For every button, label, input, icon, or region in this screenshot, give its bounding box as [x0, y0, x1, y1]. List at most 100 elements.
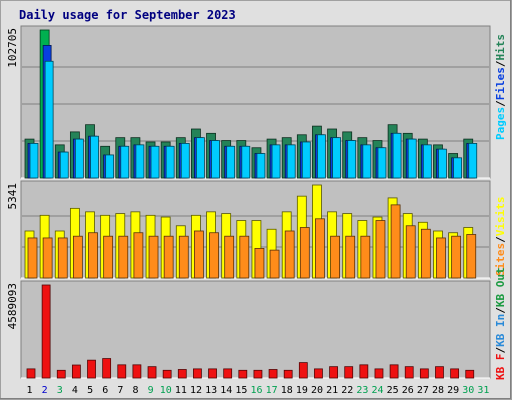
- day-label-17: 17: [266, 385, 278, 396]
- bar-kb-f-day-26: [404, 366, 414, 379]
- bar-sites-day-27: [420, 228, 431, 279]
- bar-sites-day-25: [390, 204, 401, 279]
- bar-kb-f-day-24: [374, 368, 384, 379]
- bar-sites-day-29: [451, 235, 462, 279]
- day-label-21: 21: [326, 385, 338, 396]
- bar-sites-day-15: [239, 235, 250, 279]
- day-label-16: 16: [250, 385, 262, 396]
- bar-sites-day-5: [88, 232, 98, 279]
- bar-kb-f-day-12: [193, 368, 202, 379]
- bar-kb-f-day-7: [117, 364, 127, 379]
- day-label-12: 12: [190, 385, 202, 396]
- bar-kb-f-day-22: [344, 366, 354, 379]
- bar-pages-day-29: [453, 157, 463, 179]
- y-max-label-2: 4589093: [6, 283, 19, 329]
- bar-pages-day-9: [150, 145, 160, 179]
- bar-pages-day-25: [392, 132, 402, 179]
- bar-kb-f-day-28: [435, 366, 444, 379]
- chart-title: Daily usage for September 2023: [19, 8, 236, 22]
- bar-kb-f-day-20: [314, 368, 323, 379]
- bar-sites-day-22: [345, 235, 356, 279]
- bar-kb-f-day-10: [162, 369, 172, 379]
- y-max-label-1: 5341: [6, 183, 19, 210]
- bar-pages-day-3: [59, 151, 69, 179]
- bar-sites-day-30: [466, 234, 477, 279]
- bar-pages-day-19: [301, 141, 311, 179]
- day-label-27: 27: [417, 385, 429, 396]
- bar-kb-f-day-15: [238, 369, 248, 379]
- y-max-label-0: 102705: [6, 28, 19, 68]
- bar-pages-day-13: [211, 140, 220, 179]
- bar-pages-day-12: [196, 137, 205, 179]
- bar-sites-day-3: [57, 237, 68, 279]
- day-label-31: 31: [477, 385, 489, 396]
- bar-pages-day-27: [422, 144, 432, 179]
- plot-area-2: [20, 280, 491, 379]
- day-label-22: 22: [341, 385, 353, 396]
- bar-pages-day-18: [286, 144, 296, 179]
- bar-kb-f-day-23: [359, 364, 369, 379]
- bar-sites-day-10: [163, 235, 174, 279]
- bar-sites-day-17: [269, 249, 280, 279]
- day-label-4: 4: [72, 385, 78, 396]
- bar-sites-day-12: [194, 230, 204, 279]
- bar-pages-day-8: [135, 144, 145, 179]
- legend-item-files: Files: [494, 67, 507, 100]
- bar-sites-day-24: [375, 220, 386, 279]
- bar-kb-f-day-25: [389, 364, 399, 379]
- bar-pages-day-16: [256, 153, 266, 179]
- bar-kb-f-day-14: [223, 368, 233, 379]
- bar-pages-day-24: [377, 147, 387, 179]
- bar-kb-f-day-11: [177, 369, 187, 379]
- bar-pages-day-11: [180, 143, 190, 179]
- bar-kb-f-day-17: [268, 369, 278, 379]
- bar-kb-f-day-16: [253, 369, 263, 379]
- day-label-11: 11: [175, 385, 187, 396]
- bar-sites-day-7: [118, 235, 129, 279]
- day-label-25: 25: [387, 385, 399, 396]
- bar-pages-day-15: [241, 145, 251, 179]
- day-label-9: 9: [148, 385, 154, 396]
- bar-kb-f-day-5: [87, 359, 96, 379]
- bar-kb-f-day-18: [283, 369, 293, 379]
- bar-kb-f-day-13: [208, 368, 217, 379]
- day-label-23: 23: [356, 385, 368, 396]
- legend-1: Sites/Visits: [494, 197, 507, 277]
- bar-kb-f-day-8: [132, 364, 142, 379]
- day-label-10: 10: [160, 385, 172, 396]
- bar-pages-day-17: [271, 144, 281, 179]
- bar-kb-f-day-19: [298, 362, 308, 379]
- legend-separator: /: [494, 60, 507, 67]
- bar-sites-day-23: [360, 235, 371, 279]
- bar-kb-f-day-1: [26, 368, 36, 379]
- bar-pages-day-22: [347, 140, 357, 179]
- day-label-8: 8: [132, 385, 138, 396]
- day-label-3: 3: [57, 385, 63, 396]
- bar-pages-day-28: [438, 148, 447, 179]
- legend-item-hits: Hits: [494, 34, 507, 61]
- bar-sites-day-8: [133, 232, 144, 279]
- bar-sites-day-4: [72, 235, 83, 279]
- bar-pages-day-14: [226, 145, 236, 179]
- legend-separator: /: [494, 307, 507, 314]
- legend-separator: /: [494, 236, 507, 243]
- day-label-28: 28: [432, 385, 444, 396]
- bar-sites-day-6: [103, 235, 114, 279]
- day-label-19: 19: [296, 385, 308, 396]
- day-label-26: 26: [402, 385, 414, 396]
- bar-sites-day-9: [148, 235, 159, 279]
- bar-pages-day-10: [165, 145, 175, 179]
- legend-item-visits: Visits: [494, 197, 507, 237]
- bar-sites-day-19: [299, 227, 310, 279]
- bar-pages-day-6: [105, 154, 115, 179]
- bar-kb-f-day-4: [71, 364, 81, 379]
- bar-kb-f-day-21: [329, 366, 338, 379]
- legend-separator: /: [494, 100, 507, 107]
- bar-pages-day-30: [468, 143, 478, 179]
- day-label-1: 1: [27, 385, 33, 396]
- bar-kb-f-day-29: [450, 368, 460, 379]
- day-label-5: 5: [87, 385, 93, 396]
- legend-item-sites: Sites: [494, 243, 507, 276]
- bar-pages-day-23: [362, 144, 372, 179]
